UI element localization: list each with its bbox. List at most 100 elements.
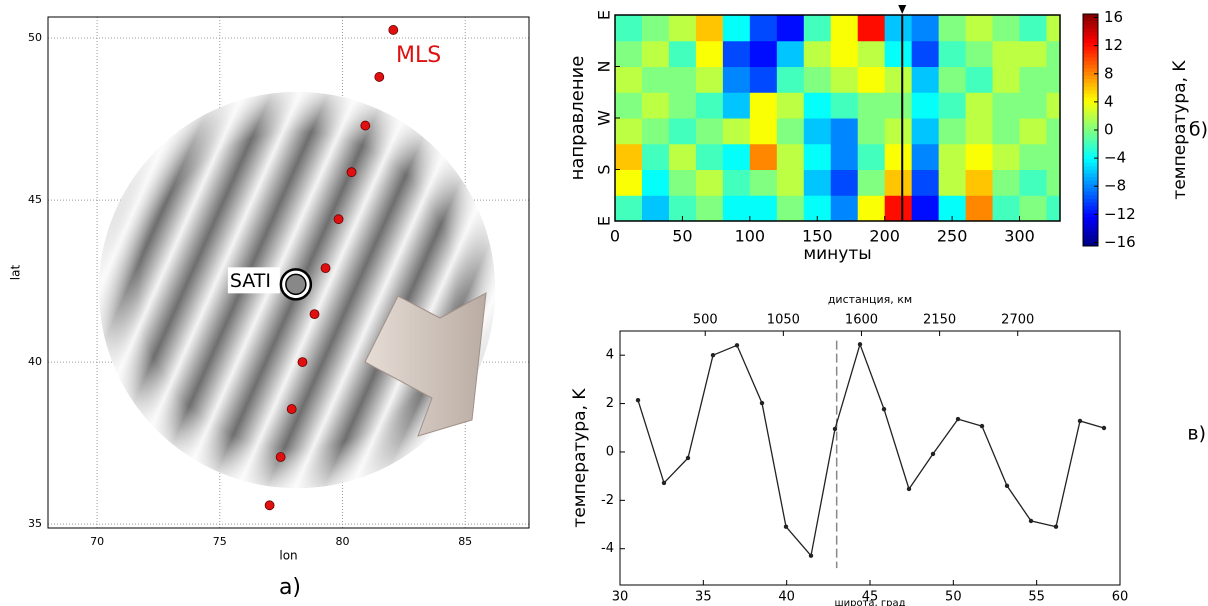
colorbar-step [1083,57,1098,62]
temperature-point [832,426,838,432]
heatmap-cell [668,169,697,196]
colorbar-step [1083,75,1098,80]
heatmap-cell [695,118,724,145]
heatmap-cell [722,195,751,221]
heatmap-cell [857,92,886,119]
colorbar-step [1083,68,1098,73]
heatmap-cell [938,15,967,42]
heatmap-cell [749,143,778,170]
colorbar-step [1083,180,1098,185]
colorbar-step [1083,35,1098,40]
heatmap-cell [749,40,778,67]
temperature-point [955,416,961,422]
heatmap-cell [992,118,1021,145]
x-axis-label: широта, град [834,598,905,606]
heatmap-cell [830,118,859,145]
annotation-label: SATI [230,270,271,292]
temperature-point [661,480,667,486]
colorbar-tick-label: 16 [1104,8,1123,26]
colorbar-tick-label: 8 [1104,64,1114,82]
colorbar-step [1083,46,1098,51]
heatmap-cell [911,92,940,119]
colorbar-step [1083,137,1098,142]
heatmap-cell [992,195,1021,221]
colorbar-step [1083,206,1098,211]
heatmap-cell [938,118,967,145]
heatmap-cell [965,143,994,170]
heatmap-cell [695,169,724,196]
temperature-point [979,423,985,429]
temperature-point [685,455,691,461]
heatmap-cell [615,15,643,42]
colorbar-step [1083,155,1098,160]
colorbar-step [1083,101,1098,106]
heatmap-cell [1046,15,1060,42]
colorbar-step [1083,14,1098,19]
heatmap-cell [803,169,832,196]
colorbar-step [1083,213,1098,218]
colorbar-step [1083,122,1098,127]
colorbar-step [1083,21,1098,26]
heatmap-cell [695,40,724,67]
heatmap-cell [938,40,967,67]
heatmap-cell [668,40,697,67]
heatmap-cell [1019,92,1048,119]
heatmap-cell [641,66,670,93]
colorbar-step [1083,17,1098,22]
colorbar-step [1083,50,1098,55]
heatmap-cell [857,15,886,42]
x-tick-label: 40 [778,590,795,605]
heatmap-cell [695,15,724,42]
x-tick-label: 250 [937,227,968,246]
mls-point [275,452,286,462]
y-tick-label: -2 [601,493,614,508]
mls-point [360,120,371,131]
heatmap-cell [722,92,751,119]
heatmap-cell [641,92,670,119]
heatmap-cell [776,15,805,42]
heatmap-cell [615,143,643,170]
x-axis-label: lon [279,549,297,563]
colorbar-tick-label: 4 [1104,92,1114,110]
wave-direction-arrow [364,292,487,437]
y-tick-label: 2 [606,396,614,411]
y-axis-label: lat [9,265,23,281]
heatmap-cell [1046,40,1060,67]
heatmap-cell [722,40,751,67]
temperature-point [710,352,716,358]
colorbar-tick-label: −4 [1104,149,1126,167]
temperature-point [759,400,765,406]
heatmap-cell [641,169,670,196]
colorbar-step [1083,140,1098,145]
heatmap-cell [803,15,832,42]
colorbar-tick-label: 12 [1104,36,1123,54]
colorbar-step [1083,217,1098,222]
colorbar-step [1083,184,1098,189]
heatmap-cell [695,143,724,170]
heatmap-cell [668,143,697,170]
heatmap-cell [911,169,940,196]
panel-label: a) [279,575,301,600]
heatmap-cell [884,118,913,145]
heatmap-cell [1046,169,1060,196]
x-tick-label: 0 [610,227,620,246]
x-tick-label: 85 [458,535,472,548]
heatmap-cell [776,66,805,93]
mls-point [374,72,385,82]
heatmap-cell [884,195,913,221]
heatmap-cell [830,66,859,93]
temperature-line [637,342,1105,558]
colorbar-step [1083,209,1098,214]
heatmap-cell [803,40,832,67]
temperature-point [1053,524,1059,529]
colorbar-step [1083,82,1098,87]
colorbar-step [1083,159,1098,164]
y-tick-label: E [595,216,614,226]
colorbar-step [1083,64,1098,69]
heatmap-cell [911,15,940,42]
colorbar-tick-label: −12 [1104,205,1136,223]
heatmap-cell [965,40,994,67]
temperature-point [635,397,641,403]
heatmap-cell [884,92,913,119]
